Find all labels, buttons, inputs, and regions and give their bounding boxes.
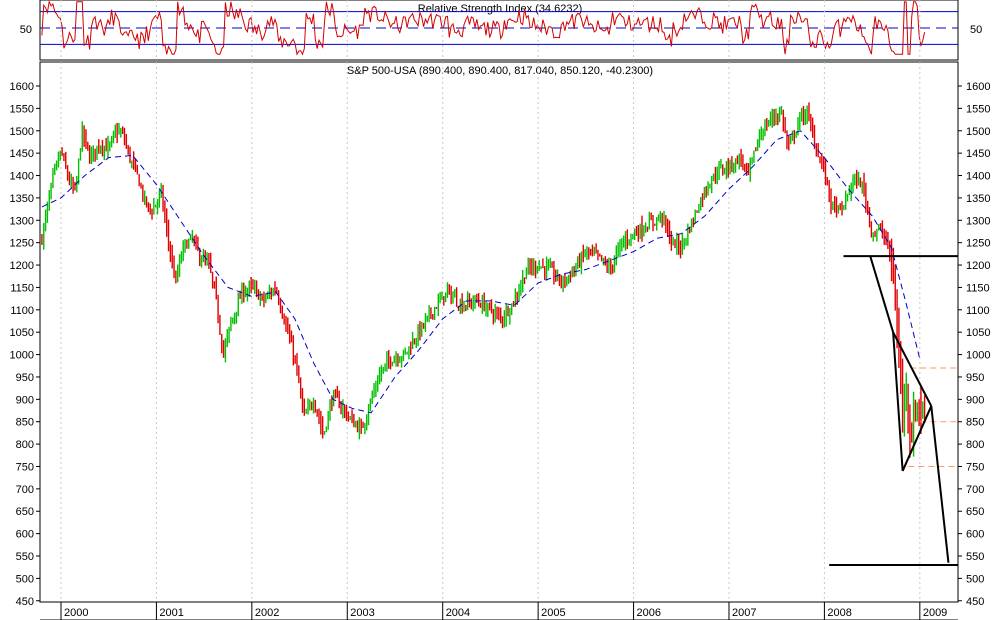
y-tick-label-left: 1550 [10,103,34,115]
price-frame [39,61,959,603]
y-tick-label-right: 600 [966,529,984,541]
y-tick-label-right: 1500 [966,126,990,138]
y-tick-label-right: 1400 [966,171,990,183]
y-tick-label-right: 1600 [966,81,990,93]
y-tick-label-left: 1050 [10,327,34,339]
x-tick-label: 2002 [255,607,279,619]
x-tick-label: 2009 [923,607,947,619]
trend-line [869,255,895,333]
y-tick-label-right: 1550 [966,103,990,115]
y-tick-label-right: 800 [966,439,984,451]
y-tick-label-right: 1450 [966,148,990,160]
y-tick-label-right: 1350 [966,193,990,205]
y-tick-label-right: 1150 [966,282,990,294]
y-tick-label-left: 1450 [10,148,34,160]
y-tick-label-left: 1500 [10,126,34,138]
x-tick-label: 2006 [637,607,661,619]
y-tick-label-left: 1000 [10,350,34,362]
y-tick-label-left: 1150 [10,282,34,294]
rsi-frame [39,0,959,61]
y-tick-label-left: 1100 [10,305,34,317]
y-tick-label-left: 1600 [10,81,34,93]
trend-line [892,331,933,407]
x-tick-label: 2008 [827,607,851,619]
y-tick-label-left: 1250 [10,238,34,250]
x-tick-label: 2001 [159,607,183,619]
rsi-panel: Relative Strength Index (34.6232) 50 50 [20,0,982,61]
y-tick-label-left: 1350 [10,193,34,205]
rsi-title: Relative Strength Index (34.6232) [418,3,583,15]
y-tick-label-right: 650 [966,506,984,518]
y-tick-label-left: 900 [16,394,34,406]
y-tick-label-left: 800 [16,439,34,451]
y-tick-label-left: 550 [16,551,34,563]
x-tick-label: 2004 [446,607,470,619]
y-tick-label-left: 450 [16,596,34,608]
price-panel: S&P 500-USA (890.400, 890.400, 817.040, … [10,0,990,620]
y-tick-label-right: 1100 [966,305,990,317]
rsi-level-label-left: 50 [20,24,32,36]
rsi-line [41,0,926,56]
x-tick-label: 2003 [350,607,374,619]
y-tick-label-left: 1200 [10,260,34,272]
y-tick-label-left: 500 [16,573,34,585]
y-tick-label-right: 950 [966,372,984,384]
y-tick-label-left: 650 [16,506,34,518]
y-tick-label-right: 1200 [966,260,990,272]
y-tick-label-right: 550 [966,551,984,563]
y-tick-label-left: 700 [16,484,34,496]
y-tick-label-right: 450 [966,596,984,608]
y-tick-label-left: 750 [16,461,34,473]
y-tick-label-right: 500 [966,573,984,585]
y-tick-label-left: 1400 [10,171,34,183]
price-title: S&P 500-USA (890.400, 890.400, 817.040, … [347,65,653,77]
y-tick-label-left: 600 [16,529,34,541]
y-tick-label-left: 1300 [10,215,34,227]
trend-line [930,405,950,563]
x-tick-label: 2000 [64,607,88,619]
moving-average-line [41,130,921,414]
y-tick-label-left: 850 [16,417,34,429]
x-tick-label: 2007 [732,607,756,619]
y-tick-label-right: 1250 [966,238,990,250]
trend-line [901,405,933,472]
y-tick-label-right: 1000 [966,350,990,362]
x-tick-label: 2005 [541,607,565,619]
rsi-level-label-right: 50 [970,24,982,36]
y-tick-label-right: 750 [966,461,984,473]
y-tick-label-right: 850 [966,417,984,429]
y-tick-label-right: 900 [966,394,984,406]
y-tick-label-right: 700 [966,484,984,496]
y-tick-label-right: 1050 [966,327,990,339]
y-tick-label-right: 1300 [966,215,990,227]
trend-line [892,332,904,472]
y-tick-label-left: 950 [16,372,34,384]
